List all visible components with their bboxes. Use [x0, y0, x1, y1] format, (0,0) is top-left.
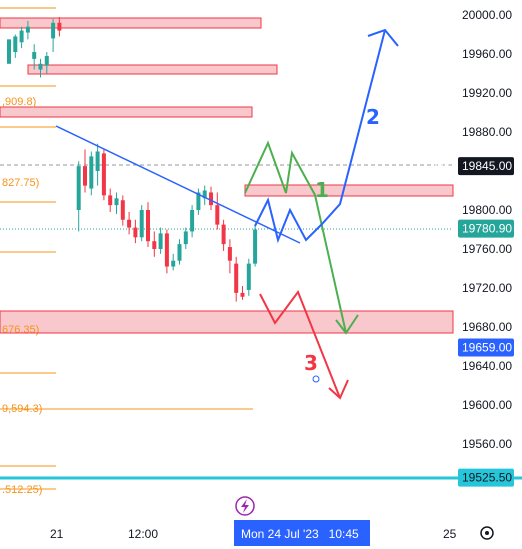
- fib-level-labels: ,909.8) 827.75) 676.35) 9,594.3) .512.25…: [2, 96, 42, 496]
- candle-body: [221, 224, 226, 245]
- resistance-zone-mid: [0, 106, 253, 118]
- wave-label-3: 3: [304, 351, 318, 375]
- crosshair-time-label: Mon 24 Jul '23 10:45: [241, 527, 359, 541]
- red-arrowhead: [328, 379, 349, 400]
- candle-body: [7, 39, 11, 64]
- analysis-drawings: 1 2 3: [55, 28, 399, 400]
- anchor-point[interactable]: [312, 375, 320, 383]
- crosshair-time-badge: [234, 520, 370, 546]
- level-price-badge: [458, 338, 514, 357]
- candle-body: [190, 210, 195, 232]
- candle-body: [209, 192, 213, 206]
- candle-body: [253, 229, 258, 264]
- candle-body: [202, 190, 207, 199]
- candle-body: [139, 210, 144, 238]
- price-tick: 19720.00: [462, 281, 512, 295]
- green-wave-path: [244, 140, 347, 334]
- candle-body: [227, 247, 232, 261]
- candle-body: [108, 195, 113, 206]
- blue-wave-path: [254, 29, 386, 244]
- candle-body: [19, 30, 24, 43]
- resistance-zone-upper: [27, 64, 278, 75]
- candle-body: [246, 263, 251, 290]
- demand-zone: [0, 310, 454, 334]
- fib-label: .512.25): [2, 484, 42, 496]
- crosshair-price-badge: [458, 157, 514, 176]
- price-tick: 19560.00: [462, 437, 512, 451]
- time-tick: 12:00: [128, 527, 158, 541]
- trendline: [55, 125, 301, 244]
- candle-body: [44, 55, 49, 66]
- candle-body: [32, 52, 37, 59]
- settings-gear-icon[interactable]: [480, 526, 494, 540]
- price-tick: 19760.00: [462, 242, 512, 256]
- price-tick: 19600.00: [462, 398, 512, 412]
- fib-label: 9,594.3): [2, 403, 42, 415]
- fib-label: ,909.8): [2, 96, 36, 108]
- candle-body: [83, 166, 87, 186]
- candle-body: [76, 166, 81, 210]
- resistance-zone-top: [0, 17, 262, 29]
- candle-body: [57, 22, 62, 31]
- plus-icon[interactable]: [435, 159, 449, 173]
- time-tick: 25: [443, 527, 457, 541]
- candle-body: [51, 22, 56, 39]
- level-price-label: 19659.00: [462, 340, 512, 354]
- crosshair-price-label: 19845.00: [462, 159, 512, 173]
- candle-body: [196, 192, 201, 210]
- candle-body: [120, 200, 125, 220]
- price-tick: 19960.00: [462, 47, 512, 61]
- candle-body: [146, 210, 150, 242]
- fib-label: 827.75): [2, 177, 39, 189]
- wave-label-1: 1: [315, 178, 329, 202]
- blue-arrowhead: [367, 28, 399, 47]
- green-arrowhead: [335, 314, 359, 335]
- price-axis[interactable]: 20000.00 19960.00 19920.00 19880.00 19800.00…: [462, 8, 512, 451]
- last-price-label: 19780.90: [462, 222, 512, 236]
- support-price-label: 19525.50: [462, 471, 512, 485]
- candle-body: [183, 231, 188, 245]
- candle-body: [13, 36, 18, 53]
- candle-body: [158, 233, 163, 249]
- candle-body: [234, 263, 239, 293]
- time-tick: 21: [50, 527, 64, 541]
- candle-body: [101, 153, 106, 196]
- candle-body: [152, 241, 157, 249]
- time-axis[interactable]: 21 12:00 25 Mon 24 Jul '23 10:45: [50, 520, 457, 546]
- fib-levels: [0, 7, 253, 490]
- wave-label-2: 2: [366, 105, 380, 129]
- support-price-badge: [458, 468, 514, 487]
- lightning-icon[interactable]: [235, 496, 255, 516]
- candle-body: [240, 292, 245, 297]
- candle-body: [215, 205, 220, 225]
- last-price-badge: [458, 219, 514, 238]
- red-wave-path: [259, 289, 341, 399]
- candle-body: [89, 156, 94, 189]
- candle-body: [133, 227, 138, 238]
- candlestick-series: [7, 16, 258, 302]
- price-tick: 19920.00: [462, 86, 512, 100]
- candle-body: [25, 26, 30, 33]
- candle-body: [171, 260, 176, 267]
- candle-body: [127, 219, 132, 228]
- candle-body: [114, 198, 119, 206]
- resistance-zone-current: [244, 184, 454, 197]
- price-tick: 19880.00: [462, 125, 512, 139]
- price-tick: 20000.00: [462, 8, 512, 22]
- supply-demand-zones: [0, 17, 454, 334]
- candle-body: [164, 233, 169, 267]
- price-tick: 19680.00: [462, 320, 512, 334]
- reference-lines: [0, 164, 522, 480]
- candle-body: [38, 63, 43, 70]
- candle-body: [95, 151, 100, 171]
- price-tick: 19640.00: [462, 359, 512, 373]
- price-tick: 19800.00: [462, 203, 512, 217]
- candle-body: [177, 244, 182, 261]
- price-badges: 19845.00 19780.90 19659.00 19525.50: [458, 157, 514, 487]
- fib-label: 676.35): [2, 324, 39, 336]
